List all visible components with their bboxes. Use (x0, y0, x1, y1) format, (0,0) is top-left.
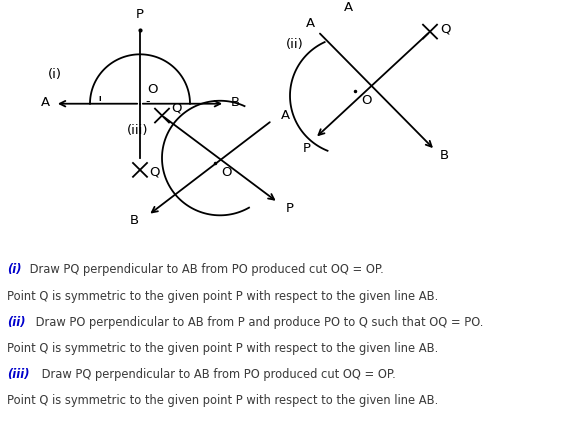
Text: O: O (361, 94, 371, 107)
Text: Point Q is symmetric to the given point P with respect to the given line AB.: Point Q is symmetric to the given point … (7, 394, 438, 408)
Text: A: A (281, 109, 290, 122)
Text: Draw PQ perpendicular to AB from PO produced cut OQ = OP.: Draw PQ perpendicular to AB from PO prod… (27, 264, 384, 277)
Text: A: A (40, 96, 50, 109)
Text: O: O (147, 83, 157, 96)
Text: B: B (230, 96, 239, 109)
Text: Draw PO perpendicular to AB from P and produce PO to Q such that OQ = PO.: Draw PO perpendicular to AB from P and p… (32, 316, 483, 329)
Text: -: - (145, 95, 149, 108)
Text: A: A (344, 1, 353, 14)
Text: Q: Q (149, 165, 160, 179)
Text: P: P (303, 141, 311, 155)
Text: Point Q is symmetric to the given point P with respect to the given line AB.: Point Q is symmetric to the given point … (7, 342, 438, 355)
Text: (i): (i) (7, 264, 22, 277)
Text: B: B (130, 214, 139, 227)
Text: ': ' (98, 95, 102, 113)
Text: P: P (286, 202, 294, 215)
Text: (ii): (ii) (7, 316, 25, 329)
Text: (iii): (iii) (127, 124, 149, 137)
Text: (iii): (iii) (7, 368, 29, 381)
Text: Point Q is symmetric to the given point P with respect to the given line AB.: Point Q is symmetric to the given point … (7, 290, 438, 303)
Text: Q: Q (440, 22, 451, 35)
Text: (i): (i) (48, 68, 62, 80)
Text: (ii): (ii) (286, 38, 304, 51)
Text: B: B (439, 149, 449, 162)
Text: O: O (221, 166, 231, 179)
Text: P: P (136, 8, 144, 21)
Text: Q: Q (171, 101, 182, 114)
Text: A: A (306, 17, 315, 30)
Text: Draw PQ perpendicular to AB from PO produced cut OQ = OP.: Draw PQ perpendicular to AB from PO prod… (38, 368, 396, 381)
